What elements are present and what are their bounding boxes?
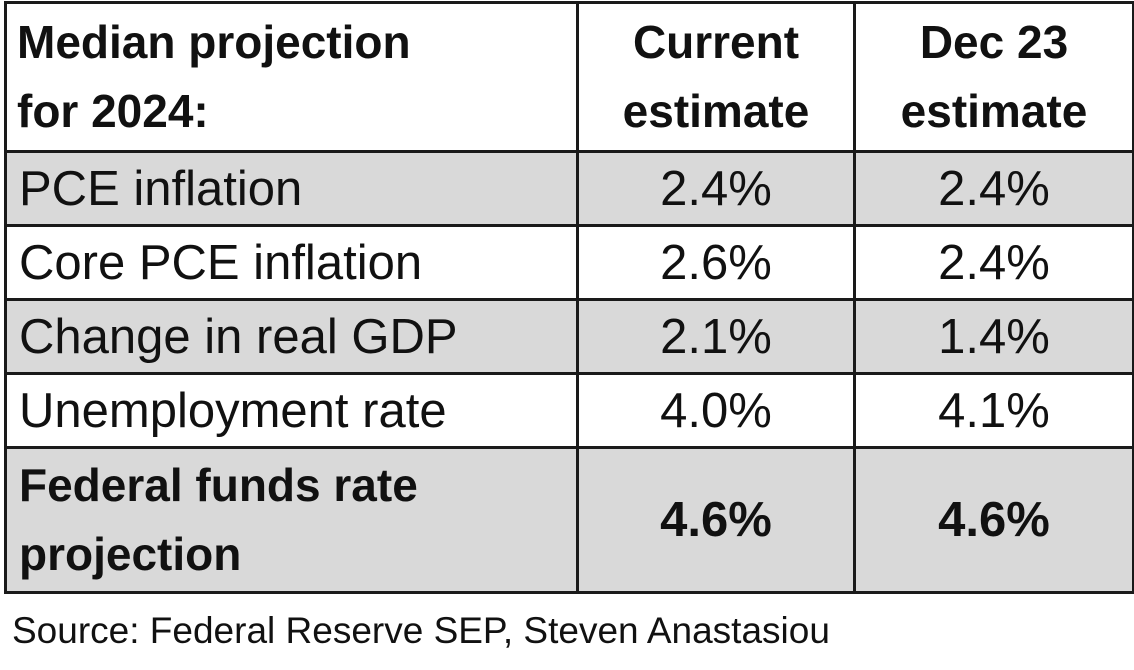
projection-table: Median projection for 2024: Current esti… [4, 1, 1134, 594]
row-label: Core PCE inflation [4, 224, 579, 301]
row-label-federal-funds: Federal funds rate projection [4, 446, 579, 594]
dec23-estimate-cell: 2.4% [853, 150, 1134, 227]
current-estimate-cell: 2.1% [576, 298, 856, 375]
header-current-line-1: Current [632, 16, 800, 68]
dec23-estimate-cell: 4.1% [853, 372, 1134, 449]
header-current-estimate: Current estimate [576, 1, 856, 153]
fed-funds-label-line-1: Federal funds rate [19, 459, 418, 511]
current-estimate-cell: 2.4% [576, 150, 856, 227]
header-dec23-estimate: Dec 23 estimate [853, 1, 1134, 153]
row-label: PCE inflation [4, 150, 579, 227]
dec23-estimate-cell: 4.6% [853, 446, 1134, 594]
dec23-estimate-cell: 2.4% [853, 224, 1134, 301]
header-current-line-2: estimate [622, 85, 810, 137]
header-median-line-1: Median projection [17, 16, 411, 68]
header-dec23-line-2: estimate [900, 85, 1088, 137]
current-estimate-cell: 4.6% [576, 446, 856, 594]
fed-funds-label-line-2: projection [19, 528, 242, 580]
header-row: Median projection for 2024: Current esti… [4, 1, 1134, 153]
source-caption: Source: Federal Reserve SEP, Steven Anas… [12, 610, 830, 651]
dec23-estimate-cell: 1.4% [853, 298, 1134, 375]
table-row-real-gdp: Change in real GDP 2.1% 1.4% [4, 298, 1134, 375]
row-label: Unemployment rate [4, 372, 579, 449]
table-row-core-pce-inflation: Core PCE inflation 2.6% 2.4% [4, 224, 1134, 301]
table-row-pce-inflation: PCE inflation 2.4% 2.4% [4, 150, 1134, 227]
table-row-federal-funds-rate: Federal funds rate projection 4.6% 4.6% [4, 446, 1134, 594]
row-label: Change in real GDP [4, 298, 579, 375]
header-median-projection: Median projection for 2024: [4, 1, 579, 153]
header-median-line-2: for 2024: [17, 85, 209, 137]
header-dec23-line-1: Dec 23 [919, 16, 1069, 68]
current-estimate-cell: 2.6% [576, 224, 856, 301]
current-estimate-cell: 4.0% [576, 372, 856, 449]
table-row-unemployment-rate: Unemployment rate 4.0% 4.1% [4, 372, 1134, 449]
